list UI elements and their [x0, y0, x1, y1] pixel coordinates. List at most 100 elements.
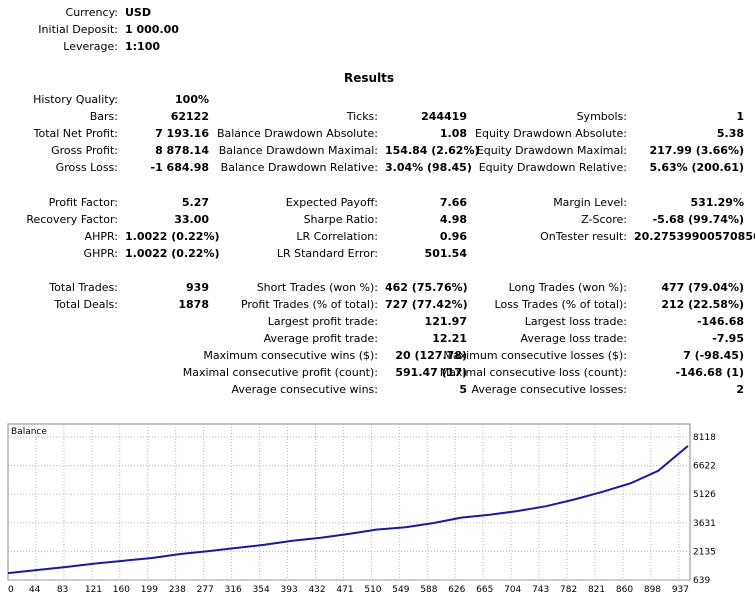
stat-value: 939: [186, 281, 209, 294]
x-tick-label: 0: [8, 585, 14, 595]
stat-value: -146.68 (1): [675, 366, 744, 379]
y-tick-label: 2135: [693, 547, 716, 557]
history-quality-label: History Quality:: [33, 93, 118, 106]
stat-value: 212 (22.58%): [661, 298, 744, 311]
stat-value: 33.00: [174, 213, 209, 226]
stat-value: 591.47 (17): [395, 366, 467, 379]
x-tick-label: 432: [308, 585, 325, 595]
stat-label: Short Trades (won %):: [256, 281, 378, 294]
x-tick-label: 782: [560, 585, 577, 595]
x-tick-label: 860: [616, 585, 633, 595]
stat-value: 501.54: [424, 247, 467, 260]
stat-label: Long Trades (won %):: [508, 281, 627, 294]
x-tick-label: 316: [225, 585, 242, 595]
stat-value: 0.96: [439, 230, 467, 243]
stat-value: 20 (127.78): [395, 349, 467, 362]
x-tick-label: 277: [197, 585, 214, 595]
stat-label: Total Net Profit:: [33, 127, 118, 140]
leverage-value: 1:100: [125, 40, 161, 53]
stat-value: 12.21: [432, 332, 467, 345]
x-tick-label: 393: [281, 585, 298, 595]
stat-value: 121.97: [424, 315, 467, 328]
currency-value: USD: [125, 6, 151, 19]
stat-label: Equity Drawdown Relative:: [478, 161, 627, 174]
stat-label: OnTester result:: [540, 230, 627, 243]
stat-value: -146.68: [696, 315, 744, 328]
stat-value: 5: [459, 383, 467, 396]
stat-value: 244419: [421, 110, 467, 123]
stat-label: Bars:: [89, 110, 118, 123]
stat-value: 217.99 (3.66%): [649, 144, 745, 157]
stat-value: 8 878.14: [155, 144, 209, 157]
stat-value: 7 193.16: [155, 127, 209, 140]
stat-value: 62122: [170, 110, 209, 123]
balance-chart: 0 44 83 121 160 199 238 277 316 354 393 432 471 510 54…: [7, 423, 716, 595]
stat-label: Margin Level:: [553, 196, 627, 209]
stat-value: 7.66: [439, 196, 467, 209]
x-tick-label: 83: [57, 585, 68, 595]
stat-value: 154.84 (2.62%): [385, 144, 480, 157]
stat-label: Total Deals:: [54, 298, 118, 311]
stat-label: LR Standard Error:: [276, 247, 378, 260]
currency-label: Currency:: [65, 6, 118, 19]
stat-label: Recovery Factor:: [26, 213, 118, 226]
stat-value: 1: [736, 110, 744, 123]
x-tick-label: 821: [588, 585, 605, 595]
stat-label: Gross Profit:: [51, 144, 118, 157]
stat-value: 1878: [178, 298, 209, 311]
stat-label: Average consecutive losses:: [471, 383, 627, 396]
x-tick-label: 898: [644, 585, 661, 595]
x-tick-label: 743: [532, 585, 549, 595]
stat-label: Average loss trade:: [520, 332, 627, 345]
stat-value: 3.04% (98.45): [385, 161, 472, 174]
x-tick-label: 160: [113, 585, 130, 595]
stat-label: Gross Loss:: [55, 161, 118, 174]
stat-label: Symbols:: [576, 110, 627, 123]
stat-label: Average profit trade:: [263, 332, 378, 345]
stat-value: 5.63% (200.61): [649, 161, 745, 174]
x-tick-label: 937: [672, 585, 689, 595]
x-tick-label: 199: [141, 585, 158, 595]
stat-value: 1.0022 (0.22%): [125, 230, 220, 243]
deposit-value: 1 000.00: [125, 23, 179, 36]
stat-value: 1.0022 (0.22%): [125, 247, 220, 260]
x-tick-label: 238: [169, 585, 186, 595]
deposit-label: Initial Deposit:: [38, 23, 118, 36]
stat-value: -7.95: [712, 332, 744, 345]
stat-value: 5.38: [716, 127, 744, 140]
stat-label: Balance Drawdown Absolute:: [216, 127, 378, 140]
stat-label: Ticks:: [346, 110, 378, 123]
stat-label: Equity Drawdown Maximal:: [476, 144, 627, 157]
x-tick-label: 44: [29, 585, 41, 595]
y-tick-label: 3631: [693, 519, 716, 529]
stat-label: Maximum consecutive losses ($):: [443, 349, 627, 362]
stat-label: Maximal consecutive loss (count):: [439, 366, 627, 379]
stat-label: Profit Trades (% of total):: [240, 298, 378, 311]
stat-value: 477 (79.04%): [661, 281, 744, 294]
stat-value: 2: [736, 383, 744, 396]
x-tick-label: 354: [253, 585, 270, 595]
stat-label: Profit Factor:: [48, 196, 118, 209]
balance-series-line: [7, 445, 689, 575]
leverage-label: Leverage:: [63, 40, 118, 53]
stat-value: 7 (-98.45): [683, 349, 744, 362]
stat-label: LR Correlation:: [296, 230, 378, 243]
x-tick-label: 626: [448, 585, 465, 595]
stat-value: -5.68 (99.74%): [652, 213, 744, 226]
x-tick-label: 471: [336, 585, 353, 595]
chart-title: Balance: [11, 427, 47, 437]
x-tick-label: 704: [504, 585, 521, 595]
stat-label: Largest loss trade:: [524, 315, 627, 328]
stat-label: Balance Drawdown Maximal:: [218, 144, 378, 157]
plot-area: [7, 423, 691, 581]
stat-label: AHPR:: [84, 230, 118, 243]
history-quality-value: 100%: [175, 93, 209, 106]
y-tick-label: 5126: [693, 490, 716, 500]
y-tick-label: 6622: [693, 462, 716, 472]
stat-label: Largest profit trade:: [267, 315, 378, 328]
x-tick-label: 549: [392, 585, 409, 595]
stat-value: 727 (77.42%): [385, 298, 468, 311]
stat-value: 5.27: [181, 196, 209, 209]
stat-value: 531.29%: [690, 196, 744, 209]
stat-label: Expected Payoff:: [285, 196, 378, 209]
